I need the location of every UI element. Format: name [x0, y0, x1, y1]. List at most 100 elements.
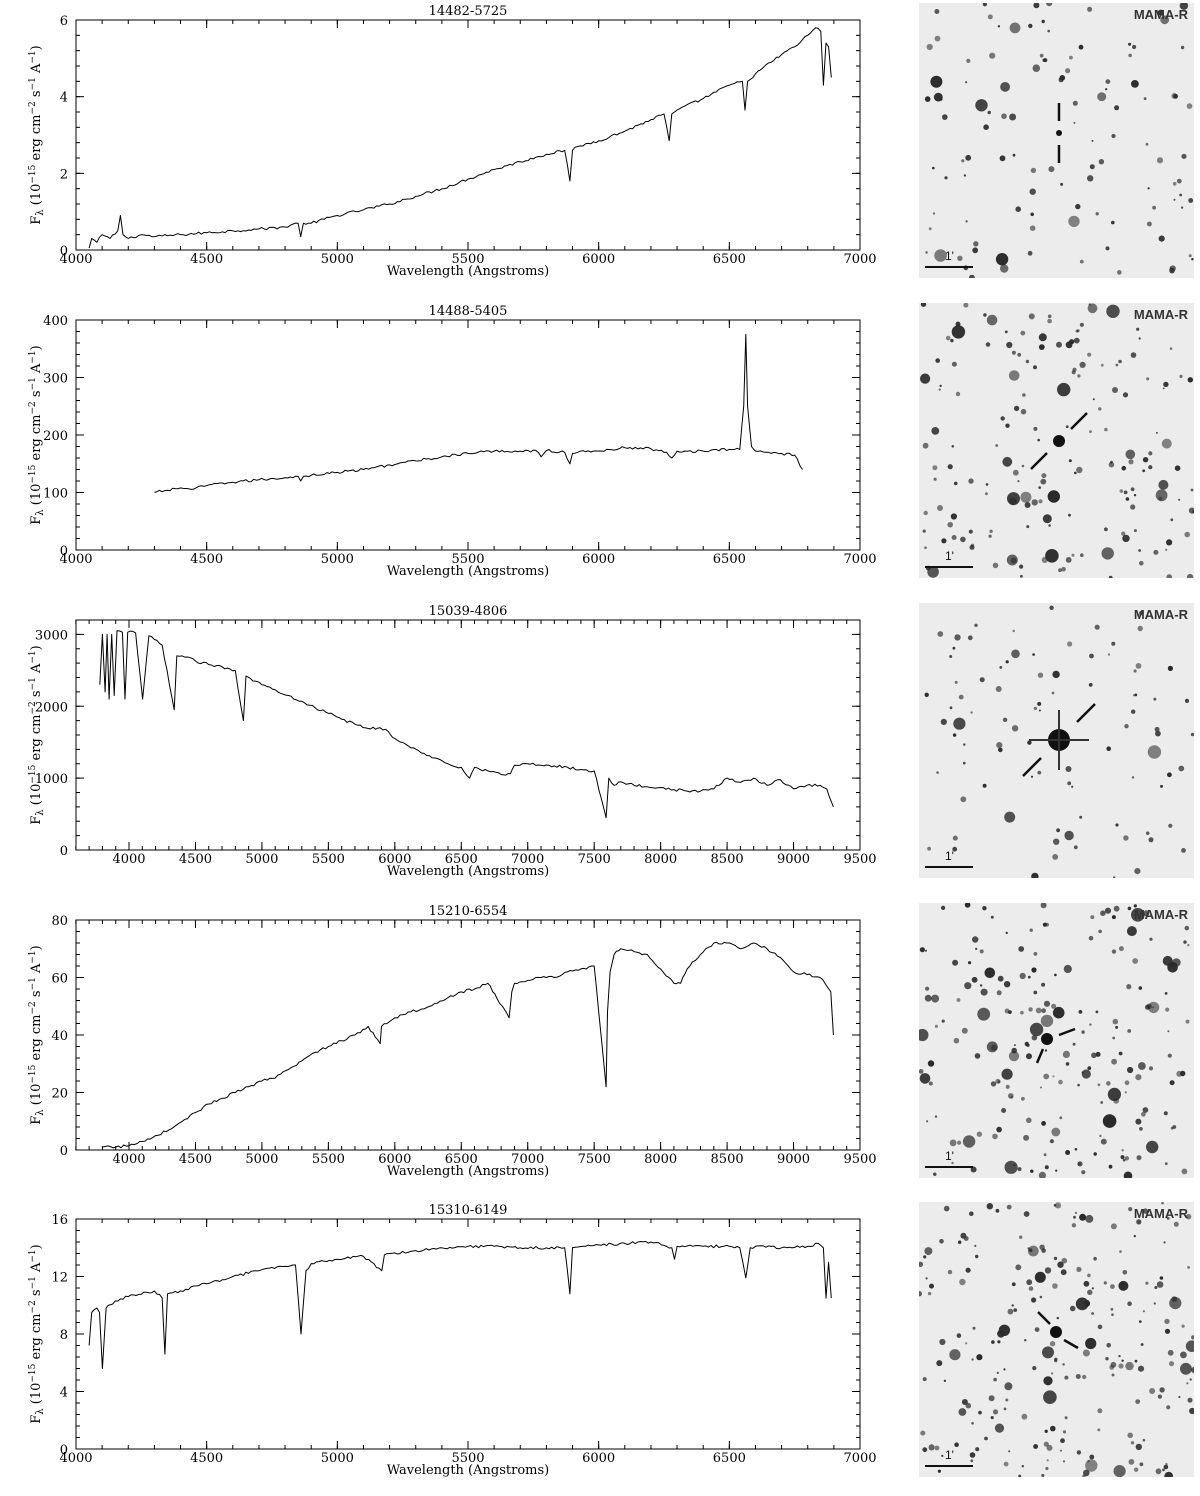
star — [1060, 1438, 1065, 1444]
star — [980, 988, 988, 996]
star — [996, 1371, 999, 1374]
star — [1097, 1324, 1103, 1330]
y-axis-label-part: A — [29, 63, 44, 77]
star — [1154, 726, 1160, 732]
star — [1003, 1368, 1006, 1371]
star — [1054, 1357, 1058, 1361]
star — [1179, 193, 1183, 197]
star — [927, 1060, 935, 1067]
star — [1051, 691, 1055, 695]
star — [982, 906, 987, 911]
star — [1090, 915, 1095, 920]
star — [1141, 1111, 1146, 1117]
star — [1126, 926, 1137, 937]
scale-bar — [925, 266, 973, 268]
star — [1037, 701, 1042, 706]
star — [1018, 946, 1025, 952]
star — [956, 1333, 962, 1338]
star — [1132, 44, 1137, 50]
star — [1013, 1163, 1016, 1167]
star — [924, 1247, 933, 1256]
star — [1062, 1363, 1065, 1366]
star — [933, 1172, 937, 1176]
star — [997, 975, 1004, 982]
y-axis-label-part: s — [29, 990, 44, 1001]
star — [1033, 426, 1038, 431]
y-axis-label-part: A — [29, 963, 44, 977]
star — [965, 1402, 972, 1409]
star — [950, 338, 954, 343]
y-axis-label-part: erg cm — [29, 415, 44, 465]
y-axis-label-part: ) — [29, 345, 44, 350]
spectrum-chart: 14482-5725 4000 4500 5000 5500 6000 6500 7000 0 2… — [28, 4, 877, 279]
star — [1146, 831, 1150, 835]
star — [1017, 480, 1020, 483]
x-tick-label: 4500 — [179, 852, 212, 867]
star — [993, 1377, 997, 1382]
star — [1095, 1010, 1099, 1014]
star — [1122, 392, 1129, 398]
x-axis-label: Wavelength (Angstroms) — [387, 1463, 549, 1478]
star — [1172, 958, 1181, 967]
star — [1043, 1441, 1049, 1447]
star — [1125, 1361, 1134, 1371]
y-axis-label-part: −1 — [28, 950, 38, 963]
star — [1051, 1003, 1057, 1009]
star — [1056, 1316, 1059, 1320]
star — [947, 464, 953, 470]
star — [1056, 341, 1062, 348]
star — [997, 1329, 1005, 1338]
star — [1004, 330, 1008, 334]
y-axis-label-part: A — [29, 663, 44, 677]
star — [1027, 250, 1033, 256]
star — [1171, 1296, 1178, 1302]
star — [1027, 740, 1032, 745]
star — [931, 427, 940, 435]
star — [952, 733, 957, 737]
chart-title: 15210-6554 — [429, 904, 508, 919]
star — [976, 1131, 983, 1137]
star — [1085, 1337, 1097, 1350]
y-axis-label-part: −15 — [28, 1363, 38, 1382]
star — [975, 947, 978, 951]
star — [1042, 1346, 1054, 1359]
star — [1065, 1150, 1071, 1155]
y-tick-label: 0 — [60, 844, 68, 859]
star — [1064, 1375, 1069, 1380]
x-tick-label: 4500 — [190, 552, 223, 567]
star — [1167, 1030, 1170, 1033]
y-tick-label: 4 — [60, 91, 68, 106]
y-axis-label-part: erg cm — [29, 1314, 44, 1364]
star — [1161, 438, 1172, 449]
star — [1026, 525, 1030, 529]
star — [1041, 982, 1046, 987]
finder-chart-image: MAMA-R 1' — [919, 603, 1194, 878]
star — [997, 25, 1001, 28]
spectrum-panel: 15210-6554 4000 4500 5000 5500 6000 6500 7000 75… — [0, 900, 1200, 1197]
star — [1180, 1351, 1187, 1359]
star — [1089, 164, 1095, 170]
star — [1019, 1235, 1023, 1239]
y-axis-label-part: F — [29, 516, 44, 525]
star — [1138, 549, 1141, 552]
star — [1095, 1051, 1101, 1057]
star — [1170, 518, 1174, 522]
x-tick-label: 7000 — [843, 252, 876, 267]
star — [1002, 456, 1013, 467]
x-tick-label: 6000 — [582, 552, 615, 567]
star — [1139, 610, 1144, 616]
star — [1178, 1395, 1181, 1399]
star — [1032, 1366, 1037, 1371]
star — [1019, 564, 1024, 569]
star — [1158, 235, 1165, 242]
star — [995, 253, 1009, 266]
star — [1179, 3, 1189, 10]
star — [1026, 1117, 1032, 1124]
star — [984, 967, 996, 979]
star — [1034, 1271, 1046, 1283]
star — [936, 1360, 943, 1367]
star — [1160, 784, 1163, 788]
target-star — [1053, 435, 1065, 447]
star — [1120, 1155, 1125, 1160]
star — [950, 513, 957, 520]
